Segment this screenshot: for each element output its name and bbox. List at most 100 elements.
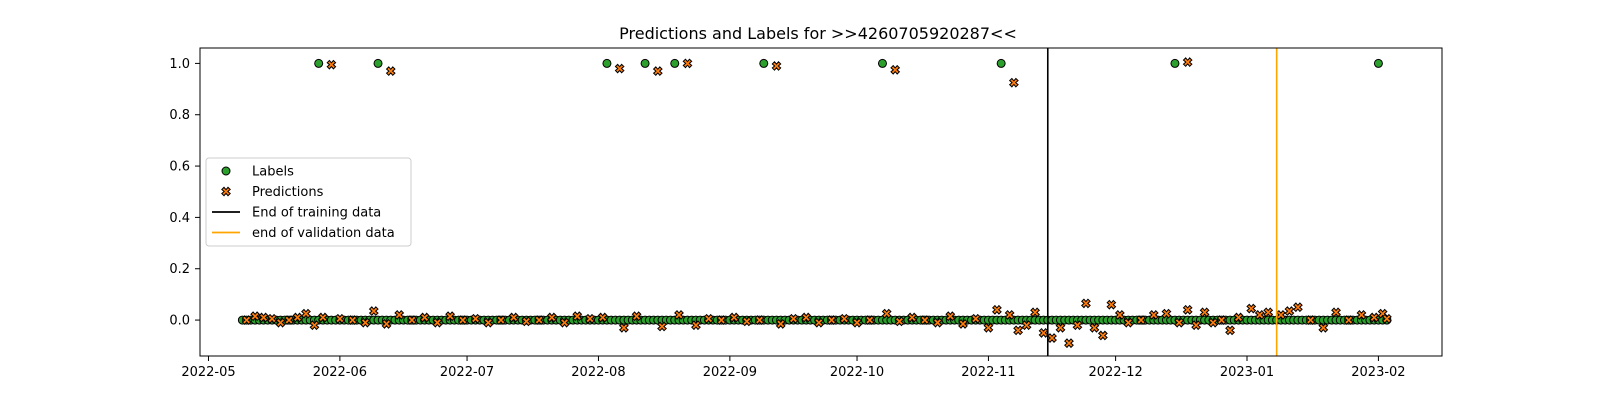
x-tick-label: 2022-08	[571, 365, 625, 380]
x-tick-label: 2022-12	[1088, 365, 1142, 380]
prediction-point	[1331, 307, 1341, 318]
prediction-point	[932, 317, 943, 328]
prediction-point	[521, 316, 532, 327]
label-point	[996, 58, 1006, 68]
chart-title: Predictions and Labels for >>42607059202…	[619, 24, 1017, 43]
prediction-point	[250, 311, 261, 322]
y-axis: 0.0 0.2 0.4 0.6 0.8 1.0	[169, 57, 200, 329]
prediction-point	[1233, 312, 1244, 323]
prediction-point	[385, 66, 396, 77]
prediction-point	[775, 318, 786, 329]
prediction-point	[881, 308, 892, 319]
label-point	[314, 58, 324, 68]
x-tick-label: 2022-05	[181, 365, 235, 380]
prediction-point	[618, 322, 629, 333]
prediction-point	[894, 316, 905, 327]
markers-layer	[237, 57, 1392, 349]
prediction-point	[864, 315, 875, 326]
prediction-point	[432, 317, 443, 328]
prediction-point	[691, 320, 701, 331]
y-tick-label: 0.6	[169, 160, 190, 175]
label-point	[759, 58, 769, 68]
prediction-point	[470, 313, 481, 324]
prediction-point	[317, 312, 328, 323]
prediction-point	[826, 315, 837, 326]
prediction-point	[1199, 307, 1210, 318]
prediction-point	[1208, 317, 1219, 328]
prediction-point	[1191, 320, 1202, 331]
prediction-point	[839, 313, 850, 324]
x-tick-label: 2023-02	[1351, 365, 1405, 380]
x-tick-label: 2022-11	[961, 365, 1015, 380]
prediction-point	[407, 315, 417, 326]
prediction-point	[1225, 325, 1235, 336]
prediction-point	[546, 312, 557, 323]
prediction-point	[1008, 77, 1019, 88]
legend-label-marker	[221, 166, 231, 176]
label-point	[1373, 58, 1383, 68]
prediction-point	[1106, 299, 1117, 310]
label-point	[670, 58, 680, 68]
label-point	[1170, 58, 1180, 68]
prediction-point	[1174, 317, 1185, 328]
label-point	[602, 58, 612, 68]
legend-label: Labels	[252, 165, 294, 180]
prediction-point	[445, 311, 456, 322]
y-tick-label: 0.8	[169, 108, 190, 123]
legend-box	[205, 157, 412, 247]
prediction-point	[241, 315, 252, 326]
prediction-point	[652, 66, 663, 77]
prediction-point	[534, 315, 545, 326]
legend-label: end of validation data	[252, 226, 395, 241]
prediction-point	[360, 317, 371, 328]
prediction-point	[347, 315, 358, 326]
prediction-point	[394, 309, 405, 320]
prediction-point	[1343, 315, 1354, 326]
prediction-point	[970, 313, 981, 324]
prediction-point	[1089, 322, 1100, 333]
prediction-point	[919, 315, 930, 326]
prediction-point	[1148, 309, 1159, 320]
plot-frame	[199, 47, 1443, 357]
prediction-point	[741, 316, 752, 327]
prediction-point	[1161, 308, 1172, 319]
prediction-point	[1097, 330, 1108, 341]
prediction-point	[326, 59, 337, 70]
y-tick-label: 0.2	[169, 262, 190, 277]
x-axis: 2022-05 2022-06 2022-07 2022-08 2022-09 2022-…	[181, 356, 1406, 380]
x-tick-label: 2022-06	[313, 365, 367, 380]
prediction-point	[1030, 307, 1040, 318]
prediction-point	[1246, 303, 1257, 314]
prediction-point	[1047, 333, 1057, 343]
prediction-point	[1263, 307, 1274, 318]
prediction-point	[631, 311, 642, 322]
prediction-point	[1114, 309, 1125, 320]
prediction-point	[1305, 315, 1316, 326]
prediction-point	[1004, 309, 1015, 320]
prediction-point	[1064, 338, 1074, 349]
x-tick-label: 2022-10	[830, 365, 884, 380]
prediction-point	[1072, 320, 1083, 331]
prediction-point	[508, 312, 519, 323]
y-tick-label: 0.0	[169, 314, 190, 329]
prediction-point	[991, 304, 1002, 315]
prediction-point	[585, 313, 595, 324]
prediction-point	[1216, 315, 1227, 326]
prediction-point	[597, 312, 608, 323]
prediction-point	[614, 63, 625, 74]
prediction-point	[1182, 304, 1193, 315]
label-point	[877, 58, 887, 68]
prediction-point	[1136, 315, 1146, 326]
prediction-point	[1381, 313, 1392, 324]
prediction-point	[1284, 306, 1295, 317]
prediction-point	[1013, 325, 1024, 336]
prediction-point	[1356, 309, 1367, 320]
x-tick-label: 2023-01	[1220, 365, 1274, 380]
label-point	[373, 58, 383, 68]
prediction-point	[788, 313, 799, 324]
legend-label: End of training data	[252, 206, 381, 221]
prediction-point	[1080, 298, 1091, 309]
y-tick-label: 1.0	[169, 57, 190, 72]
prediction-point	[1055, 322, 1066, 333]
